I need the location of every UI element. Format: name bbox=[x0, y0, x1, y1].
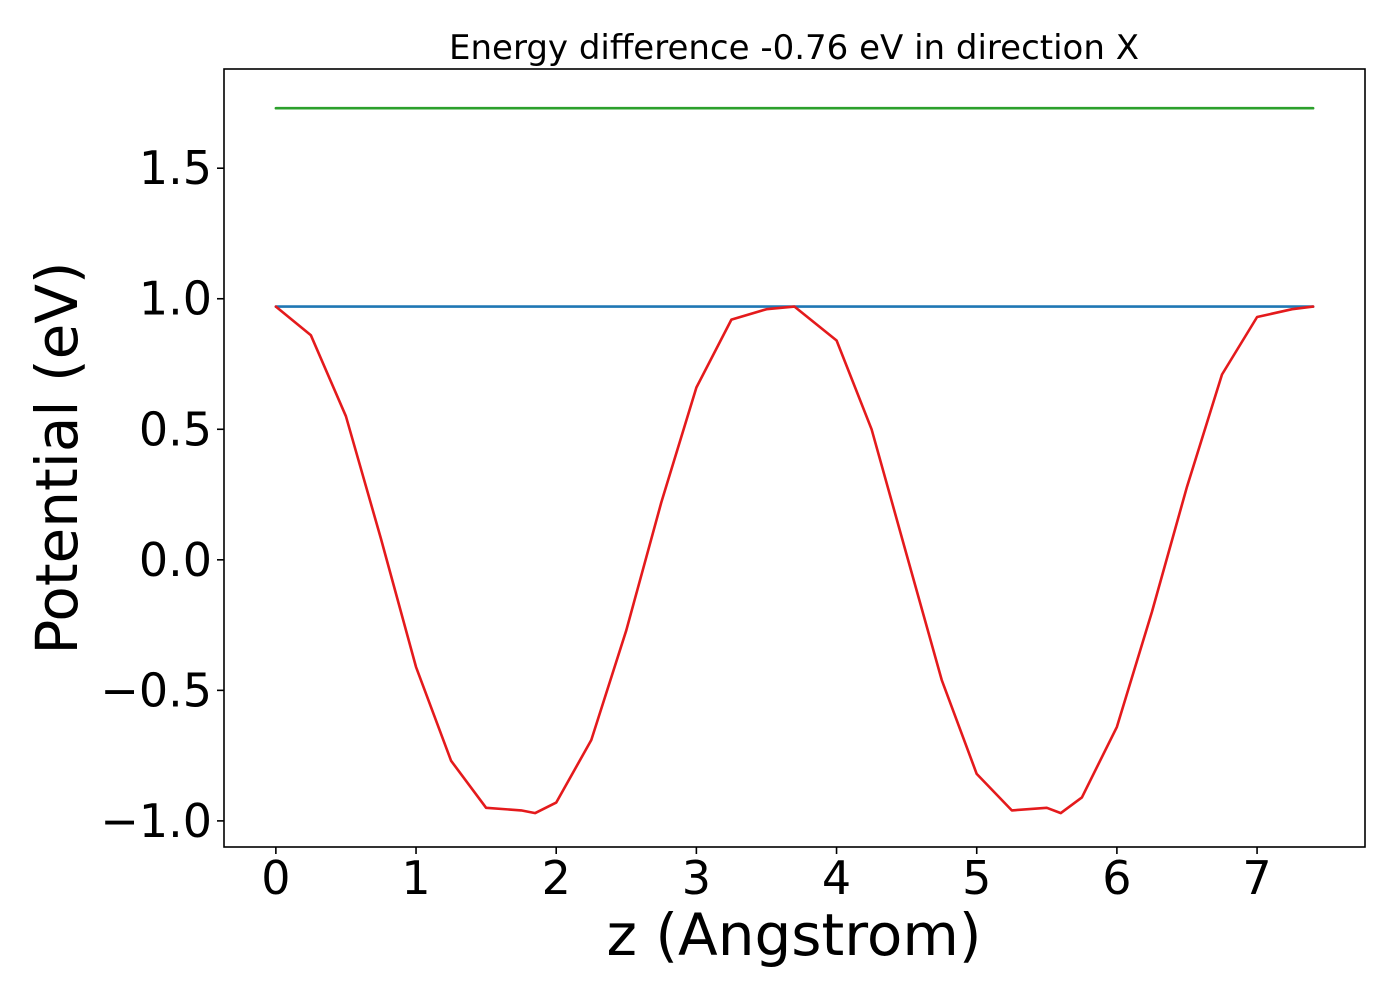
x-tick-label: 1 bbox=[401, 851, 430, 905]
chart-title: Energy difference -0.76 eV in direction … bbox=[449, 28, 1139, 68]
x-tick-label: 4 bbox=[822, 851, 851, 905]
y-tick-label: −0.5 bbox=[100, 663, 212, 717]
y-tick-label: 1.5 bbox=[139, 141, 212, 195]
series-line-2 bbox=[274, 305, 1315, 815]
x-axis: 0 1 2 3 4 5 6 7 bbox=[261, 847, 1272, 905]
y-axis: −1.0 −0.5 0.0 0.5 1.0 1.5 bbox=[100, 141, 224, 848]
y-tick-label: −1.0 bbox=[100, 794, 212, 848]
x-tick-label: 7 bbox=[1242, 851, 1271, 905]
x-tick-label: 6 bbox=[1102, 851, 1131, 905]
y-axis-title: Potential (eV) bbox=[23, 261, 91, 654]
y-tick-label: 1.0 bbox=[139, 272, 212, 326]
y-tick-label: 0.0 bbox=[139, 533, 212, 587]
x-axis-title: z (Angstrom) bbox=[607, 901, 982, 969]
plot-frame bbox=[223, 68, 1366, 848]
x-tick-label: 0 bbox=[261, 851, 290, 905]
x-tick-label: 3 bbox=[682, 851, 711, 905]
x-tick-label: 5 bbox=[962, 851, 991, 905]
series-layer bbox=[274, 106, 1315, 815]
x-tick-label: 2 bbox=[542, 851, 571, 905]
y-tick-label: 0.5 bbox=[139, 402, 212, 456]
